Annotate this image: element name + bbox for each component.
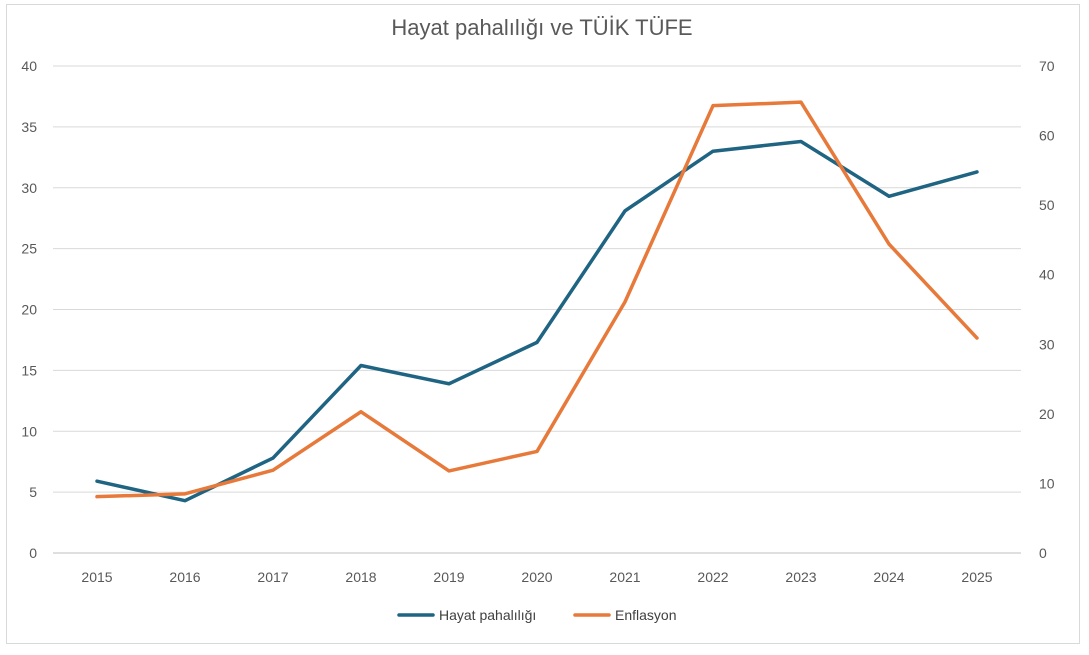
series-line-enflasyon — [95, 100, 979, 499]
line-chart: Hayat pahalılığı ve TÜİK TÜFE 0510152025… — [21, 15, 1054, 623]
y-left-tick-label: 15 — [21, 362, 37, 378]
x-tick-label: 2021 — [609, 569, 640, 585]
data-point — [447, 382, 451, 386]
data-point — [887, 242, 891, 246]
data-point — [799, 100, 803, 104]
x-tick-label: 2018 — [345, 569, 376, 585]
x-tick-label: 2020 — [521, 569, 552, 585]
data-point — [535, 449, 539, 453]
data-point — [623, 209, 627, 213]
y-left-tick-label: 20 — [21, 302, 37, 318]
x-tick-label: 2015 — [81, 569, 112, 585]
data-point — [799, 139, 803, 143]
data-point — [711, 149, 715, 153]
x-tick-label: 2017 — [257, 569, 288, 585]
y-right-tick-label: 0 — [1039, 545, 1047, 561]
data-point — [975, 336, 979, 340]
y-left-tick-label: 5 — [29, 484, 37, 500]
data-point — [975, 170, 979, 174]
y-left-tick-label: 30 — [21, 180, 37, 196]
legend: Hayat pahalılığı Enflasyon — [397, 607, 676, 623]
x-tick-label: 2019 — [433, 569, 464, 585]
data-point — [183, 492, 187, 496]
y-right-tick-label: 20 — [1039, 406, 1055, 422]
y-left-tick-label: 10 — [21, 423, 37, 439]
y-right-tick-label: 60 — [1039, 128, 1055, 144]
y-right-tick-label: 70 — [1039, 58, 1055, 74]
x-tick-label: 2016 — [169, 569, 200, 585]
series-line-hayat-pahal-l- — [95, 139, 979, 503]
data-point — [271, 468, 275, 472]
data-point — [535, 340, 539, 344]
data-point — [271, 456, 275, 460]
legend-label: Enflasyon — [615, 607, 676, 623]
x-tick-label: 2023 — [785, 569, 816, 585]
data-point — [623, 300, 627, 304]
chart-title: Hayat pahalılığı ve TÜİK TÜFE — [391, 15, 692, 40]
data-point — [95, 495, 99, 499]
y-left-tick-label: 35 — [21, 119, 37, 135]
legend-label: Hayat pahalılığı — [439, 607, 536, 623]
y-right-tick-label: 40 — [1039, 267, 1055, 283]
data-point — [95, 479, 99, 483]
y-right-tick-label: 30 — [1039, 336, 1055, 352]
y-left-tick-label: 0 — [29, 545, 37, 561]
y-right-tick-label: 10 — [1039, 475, 1055, 491]
data-point — [183, 499, 187, 503]
data-point — [887, 194, 891, 198]
chart-frame: Hayat pahalılığı ve TÜİK TÜFE 0 5 10 15 20 25… — [6, 4, 1080, 644]
y-left-tick-label: 25 — [21, 241, 37, 257]
data-point — [359, 364, 363, 368]
x-tick-label: 2022 — [697, 569, 728, 585]
data-point — [711, 104, 715, 108]
data-point — [447, 469, 451, 473]
gridlines — [53, 65, 1021, 554]
x-tick-label: 2025 — [961, 569, 992, 585]
y-right-tick-label: 50 — [1039, 197, 1055, 213]
x-tick-label: 2024 — [873, 569, 904, 585]
series-lines — [95, 100, 979, 503]
y-left-tick-label: 40 — [21, 58, 37, 74]
data-point — [359, 410, 363, 414]
